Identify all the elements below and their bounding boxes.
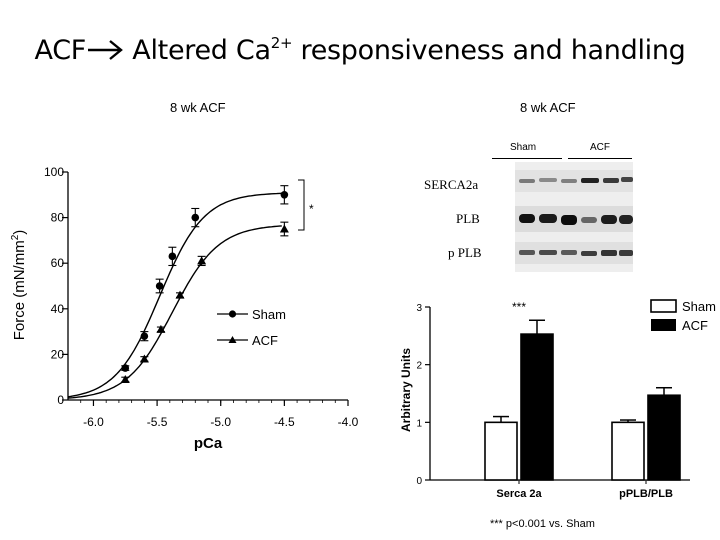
title-superscript: 2+ bbox=[270, 34, 293, 52]
plb-bands bbox=[519, 214, 633, 225]
data-point-acf bbox=[175, 290, 185, 299]
title-suffix: responsiveness and handling bbox=[292, 35, 686, 66]
slide-title: ACF Altered Ca2+ responsiveness and hand… bbox=[0, 34, 720, 66]
y-tick-label: 0 bbox=[57, 393, 64, 407]
y-tick-label: 20 bbox=[51, 347, 65, 361]
legend-acf-swatch bbox=[651, 319, 676, 331]
significance-bracket: * bbox=[298, 179, 314, 231]
y-tick-label: 60 bbox=[51, 256, 65, 270]
data-point-acf bbox=[279, 224, 289, 233]
bar-chart-bars bbox=[484, 319, 681, 481]
force-chart-points bbox=[120, 185, 289, 383]
serca2a-bands bbox=[519, 177, 633, 183]
data-point-sham bbox=[280, 191, 289, 199]
y-tick-label: 3 bbox=[416, 303, 422, 314]
bar-sham bbox=[611, 421, 645, 481]
x-tick-label: -6.0 bbox=[83, 415, 104, 429]
y-tick-label: 80 bbox=[51, 211, 65, 225]
legend-sham-text: Sham bbox=[682, 299, 716, 314]
legend-sham-marker bbox=[228, 310, 237, 318]
data-point-sham bbox=[155, 282, 164, 290]
right-panel-label: 8 wk ACF bbox=[520, 100, 576, 115]
significance-star: * bbox=[309, 202, 314, 216]
x-tick-label: -4.0 bbox=[338, 415, 359, 429]
legend-sham-swatch bbox=[650, 299, 677, 313]
force-chart-curves bbox=[67, 192, 282, 399]
x-tick-label: -5.5 bbox=[147, 415, 168, 429]
y-tick-label: 1 bbox=[416, 418, 422, 429]
data-point-sham bbox=[121, 364, 130, 372]
band-label-pplb: p PLB bbox=[448, 245, 482, 260]
category-label: pPLB/PLB bbox=[619, 488, 673, 500]
y-tick-label: 0 bbox=[416, 476, 422, 487]
right-arrow-icon bbox=[87, 40, 123, 60]
fit-curve-acf bbox=[67, 225, 282, 399]
y-tick-label: 40 bbox=[51, 302, 65, 316]
left-panel-label: 8 wk ACF bbox=[170, 100, 226, 115]
pplb-bands bbox=[519, 250, 633, 256]
blot-group-line-sham bbox=[492, 158, 562, 159]
legend-acf-label: ACF bbox=[252, 333, 278, 348]
force-chart-legend: Sham ACF bbox=[217, 307, 286, 348]
bar-acf bbox=[647, 394, 681, 481]
data-point-sham bbox=[168, 252, 177, 261]
category-label: Serca 2a bbox=[496, 488, 542, 500]
bar-chart-ylabel: Arbitrary Units bbox=[399, 348, 413, 432]
y-tick-label: 100 bbox=[44, 165, 64, 179]
protein-bar-chart: 0 1 2 3 Serca 2a pPLB/PLB Arbitrary Units ***… bbox=[399, 299, 716, 500]
force-pca-chart: 0 20 40 60 80 100 -6.0 -5.5 -5.0 -4.5 -4.0 Force (… bbox=[10, 165, 359, 452]
y-tick-label: 2 bbox=[416, 361, 422, 372]
blot-group-sham: Sham bbox=[510, 142, 537, 153]
data-point-acf bbox=[120, 374, 130, 383]
force-chart-xlabel: pCa bbox=[194, 435, 223, 452]
blot-group-acf: ACF bbox=[590, 142, 610, 153]
legend-acf-marker bbox=[228, 336, 237, 343]
x-tick-label: -5.0 bbox=[210, 415, 231, 429]
bar-chart-significance: *** bbox=[512, 300, 526, 314]
data-point-acf bbox=[197, 256, 207, 265]
data-point-acf bbox=[139, 354, 149, 363]
blot-image bbox=[515, 162, 633, 272]
data-point-sham bbox=[191, 213, 200, 222]
data-point-acf bbox=[156, 324, 166, 333]
footnote: *** p<0.001 vs. Sham bbox=[490, 518, 595, 530]
legend-acf-text: ACF bbox=[682, 318, 708, 333]
western-blot-panel: Sham ACF SERCA2a PLB p PLB bbox=[420, 138, 640, 273]
bar-chart-axes: 0 1 2 3 Serca 2a pPLB/PLB bbox=[416, 303, 690, 500]
force-chart-axes: 0 20 40 60 80 100 -6.0 -5.5 -5.0 -4.5 -4.0 bbox=[44, 165, 359, 429]
fit-curve-sham bbox=[67, 192, 282, 398]
x-tick-label: -4.5 bbox=[274, 415, 295, 429]
legend-sham-label: Sham bbox=[252, 307, 286, 322]
blot-group-line-acf bbox=[568, 158, 632, 159]
force-chart-ylabel: Force (mN/mm2) bbox=[10, 230, 28, 341]
band-label-serca2a: SERCA2a bbox=[424, 177, 479, 192]
bar-acf bbox=[520, 333, 554, 481]
title-prefix: ACF bbox=[34, 35, 87, 66]
title-ca: Altered Ca bbox=[132, 35, 271, 66]
bar-sham bbox=[484, 421, 518, 481]
bar-chart-legend: Sham ACF bbox=[650, 299, 716, 333]
band-label-plb: PLB bbox=[456, 211, 480, 226]
data-point-sham bbox=[140, 332, 149, 340]
